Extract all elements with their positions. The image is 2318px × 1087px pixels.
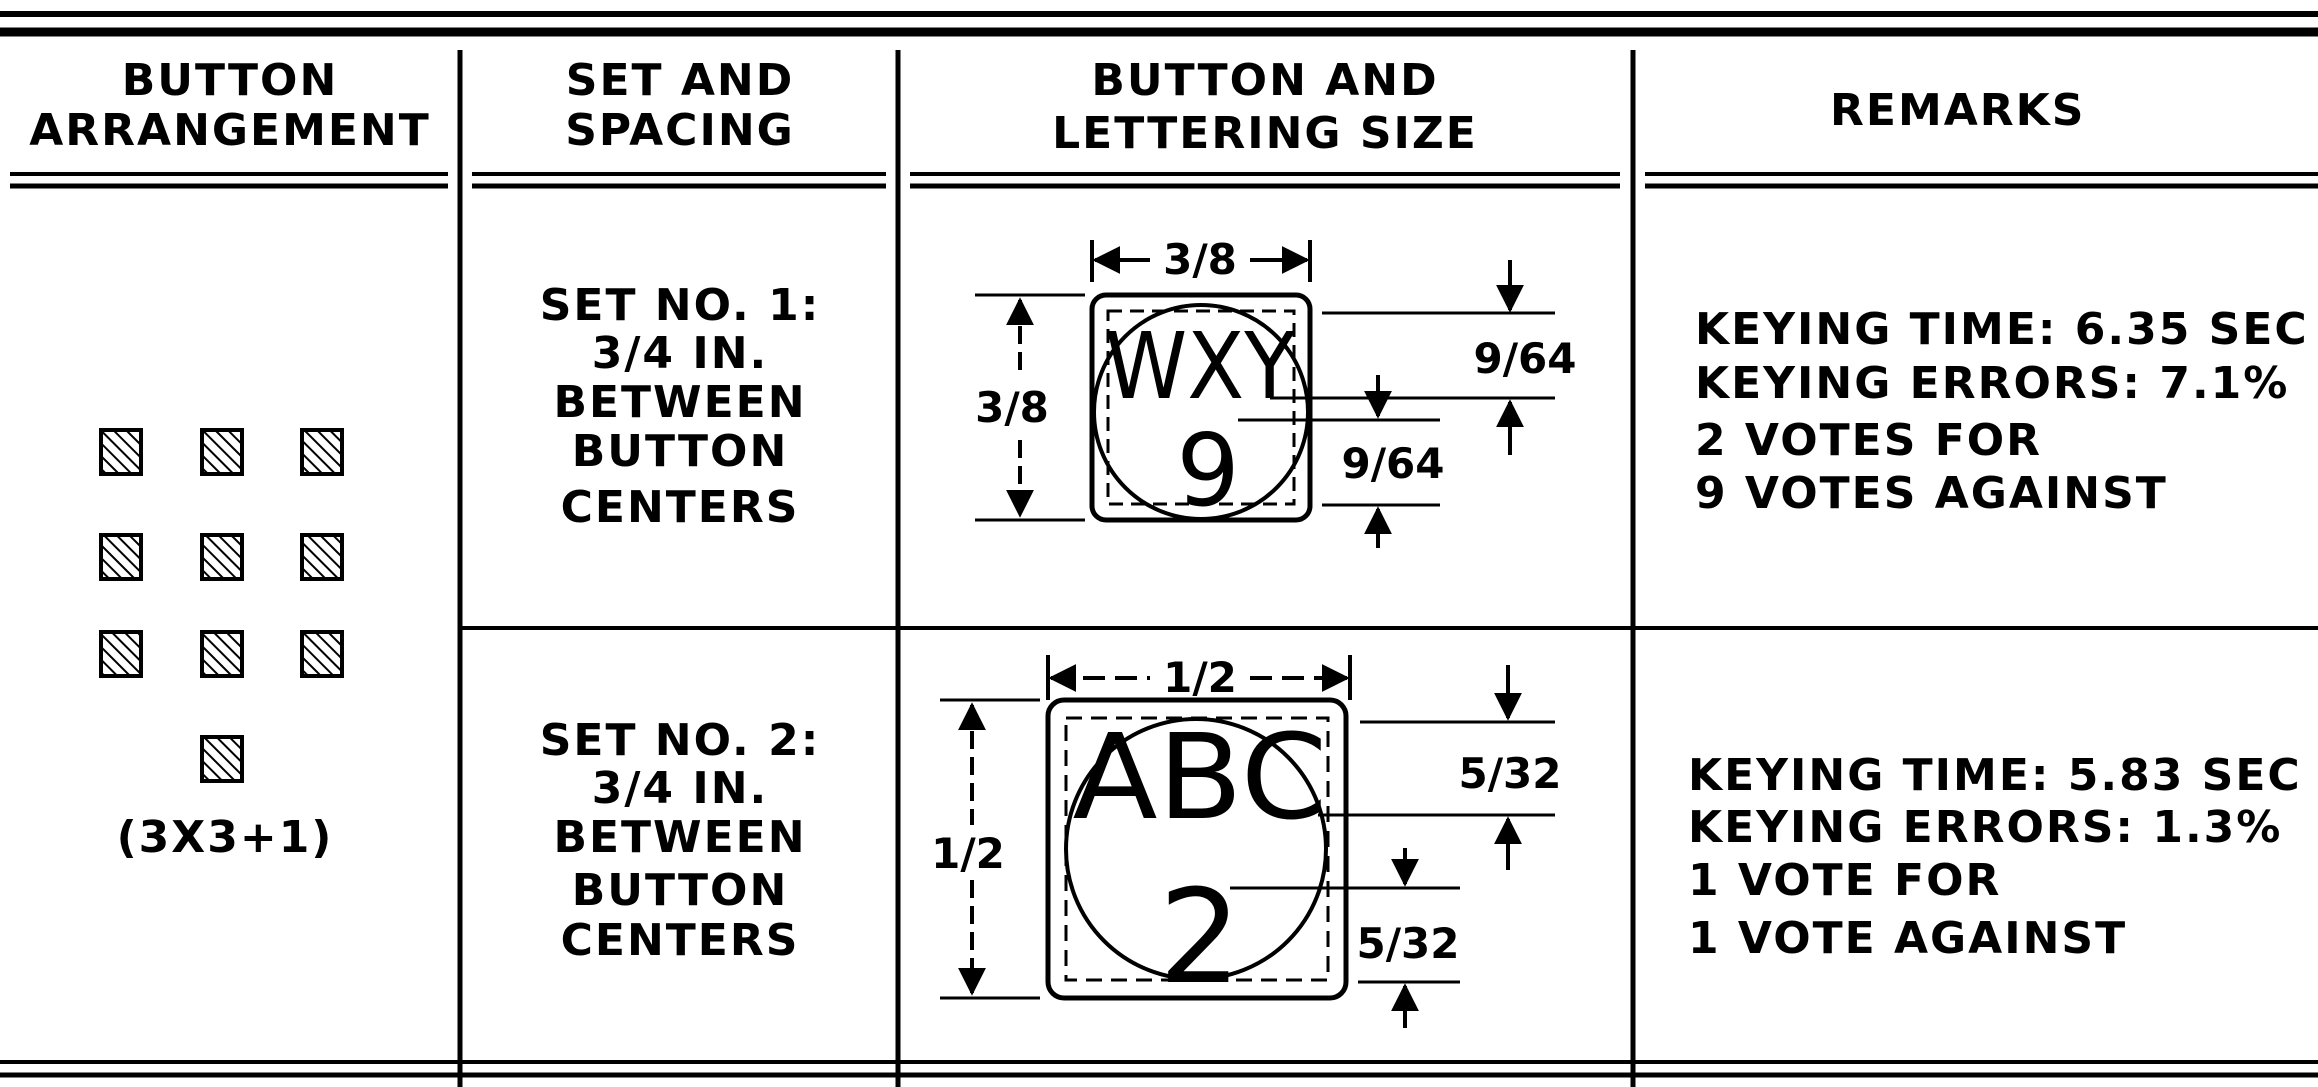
set-1-remarks-line: KEYING TIME: 6.35 SEC (1695, 304, 2309, 355)
key-square-icon (300, 630, 344, 678)
table-rules (0, 11, 2318, 1087)
set-2-remarks: KEYING TIME: 5.83 SEC KEYING ERRORS: 1.3… (1688, 750, 2302, 964)
key-square-icon (200, 630, 244, 678)
set-2-remarks-line: 1 VOTE FOR (1688, 855, 2001, 906)
header-arrangement-line1: BUTTON (122, 55, 339, 106)
set-1-spacing-line: SET NO. 1: (540, 280, 821, 331)
set-1-button-width: 3/8 (1163, 235, 1237, 284)
key-square-icon (99, 630, 143, 678)
header-spacing-line2: SPACING (565, 105, 795, 156)
set-2-spacing-line: 3/4 IN. (592, 763, 769, 814)
key-square-icon (200, 533, 244, 581)
set-1-button-digit: 9 (1176, 412, 1240, 529)
key-square-icon (200, 428, 244, 476)
set-1-spacing-line: CENTERS (561, 482, 800, 533)
set-2-button-width: 1/2 (1163, 653, 1237, 702)
key-square-icon (300, 428, 344, 476)
header-size-line2: LETTERING SIZE (1052, 108, 1478, 159)
set-2-button-letters: ABC (1073, 708, 1328, 846)
set-1-remarks: KEYING TIME: 6.35 SEC KEYING ERRORS: 7.1… (1695, 304, 2309, 519)
set-1-button-diagram: 3/8 3/8 WXY 9 9/64 9/64 (975, 235, 1577, 548)
set-1-remarks-line: KEYING ERRORS: 7.1% (1695, 358, 2289, 409)
set-1-letter-height: 9/64 (1473, 334, 1576, 383)
key-square-icon (300, 533, 344, 581)
header-remarks: REMARKS (1830, 85, 2085, 136)
set-2-spacing-line: CENTERS (561, 915, 800, 966)
header-spacing-line1: SET AND (566, 55, 794, 106)
set-2-button-height: 1/2 (931, 829, 1005, 878)
header-arrangement-line2: ARRANGEMENT (29, 105, 431, 156)
set-1-spacing: SET NO. 1: 3/4 IN. BETWEEN BUTTON CENTER… (540, 280, 821, 533)
set-2-remarks-line: KEYING ERRORS: 1.3% (1688, 802, 2282, 853)
set-1-digit-height: 9/64 (1341, 439, 1444, 488)
set-2-button-digit: 2 (1159, 861, 1242, 1013)
set-1-remarks-line: 9 VOTES AGAINST (1695, 468, 2168, 519)
set-1-spacing-line: BUTTON (572, 426, 789, 477)
key-square-icon (99, 428, 143, 476)
set-2-spacing-line: BETWEEN (553, 812, 806, 863)
header-size-line1: BUTTON AND (1091, 55, 1438, 106)
keypad-arrangement-icon (99, 428, 344, 783)
set-1-button-letters: WXY (1105, 313, 1296, 420)
key-square-icon (99, 533, 143, 581)
key-square-icon (200, 735, 244, 783)
table-header: BUTTON ARRANGEMENT SET AND SPACING BUTTO… (29, 55, 2085, 159)
set-2-button-diagram: 1/2 1/2 ABC 2 5/32 5/32 (931, 653, 1562, 1028)
set-1-spacing-line: 3/4 IN. (592, 328, 769, 379)
arrangement-label: (3X3+1) (117, 812, 334, 863)
set-2-spacing-line: SET NO. 2: (540, 715, 821, 766)
set-2-spacing: SET NO. 2: 3/4 IN. BETWEEN BUTTON CENTER… (540, 715, 821, 966)
set-1-button-height: 3/8 (975, 383, 1049, 432)
set-1-remarks-line: 2 VOTES FOR (1695, 415, 2042, 466)
set-2-remarks-line: 1 VOTE AGAINST (1688, 913, 2127, 964)
set-2-spacing-line: BUTTON (572, 865, 789, 916)
set-2-remarks-line: KEYING TIME: 5.83 SEC (1688, 750, 2302, 801)
set-1-spacing-line: BETWEEN (553, 377, 806, 428)
set-2-letter-height: 5/32 (1458, 749, 1561, 798)
set-2-digit-height: 5/32 (1356, 919, 1459, 968)
